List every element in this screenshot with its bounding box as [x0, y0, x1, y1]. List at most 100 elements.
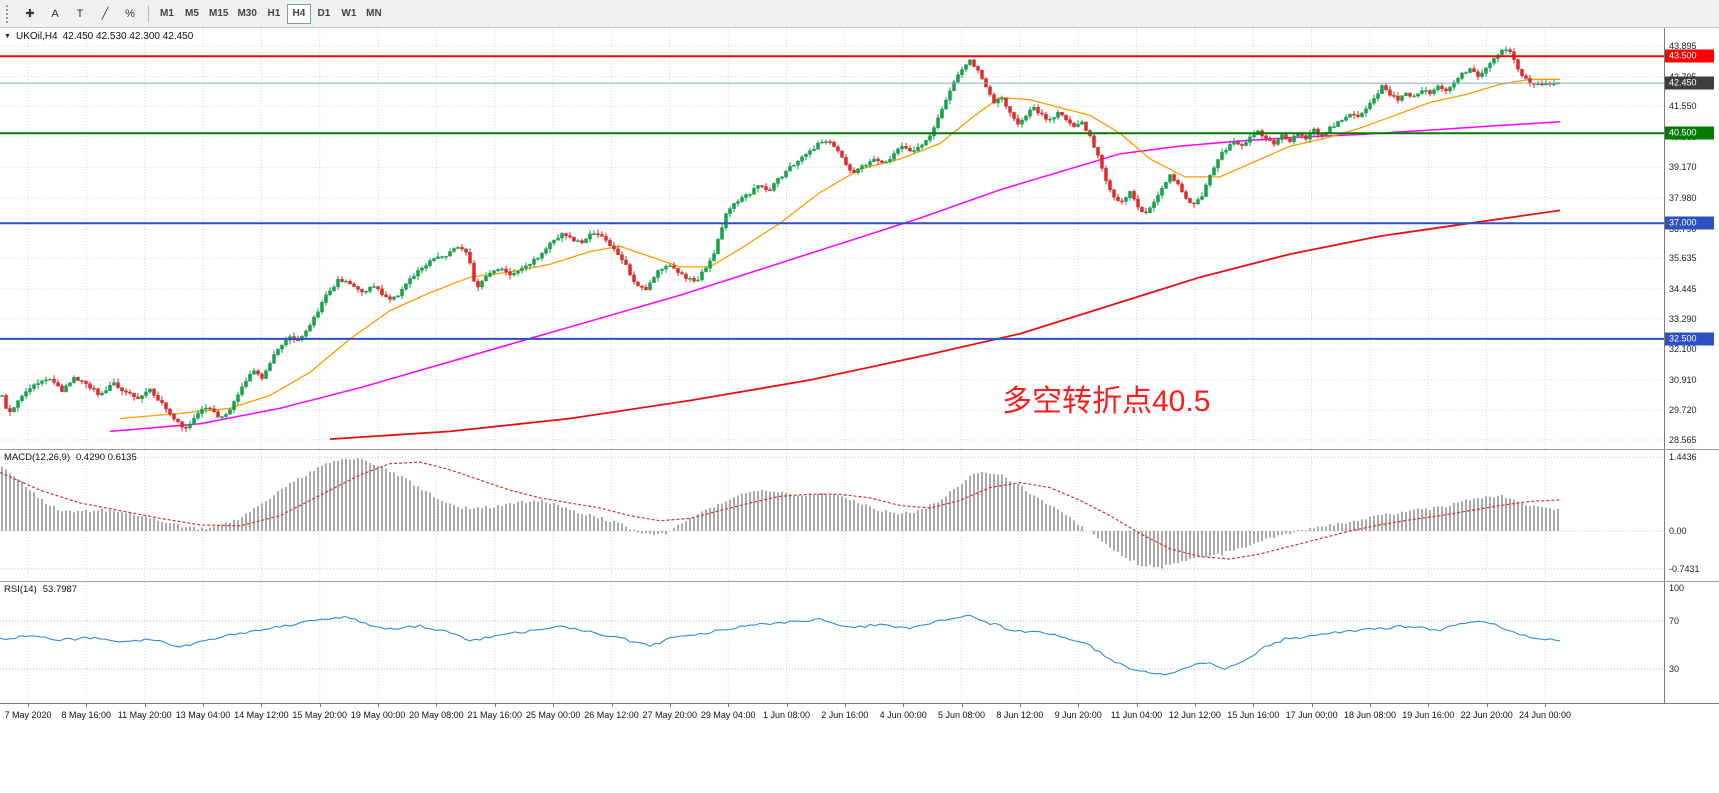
price-axis-label: 39.170: [1669, 162, 1697, 173]
time-axis-tick: [203, 704, 204, 707]
main-price-axis[interactable]: 43.89542.70541.55040.36039.17037.98036.7…: [1664, 28, 1719, 449]
macd-axis-label: 1.4436: [1669, 452, 1697, 463]
rsi-panel: RSI(14) 53.7987 100 70 30: [0, 581, 1719, 703]
price-tag-42.450: 42.450: [1665, 76, 1714, 90]
time-axis-tick: [1545, 704, 1546, 707]
time-axis-label: 19 Jun 16:00: [1402, 710, 1455, 720]
time-axis-tick: [1486, 704, 1488, 707]
main-chart-plot[interactable]: ▼ UKOil,H4 42.450 42.530 42.300 42.450 多…: [0, 28, 1664, 449]
timeframe-button-m1[interactable]: M1: [160, 8, 174, 19]
time-axis-tick: [611, 704, 613, 707]
time-axis-tick: [144, 704, 146, 707]
rsi-plot[interactable]: RSI(14) 53.7987: [0, 582, 1664, 703]
time-axis-label: 12 Jun 12:00: [1168, 710, 1221, 720]
time-axis-tick: [1019, 704, 1021, 707]
time-axis-label: 20 May 08:00: [409, 710, 464, 720]
time-axis-label: 1 Jun 08:00: [762, 710, 811, 720]
time-axis-label: 8 Jun 12:00: [996, 710, 1044, 720]
empty-area: [0, 731, 1719, 793]
timeframe-button-m30[interactable]: M30: [237, 8, 257, 19]
time-axis-label: 14 May 12:00: [234, 710, 289, 720]
main-gridlines: [0, 28, 1664, 449]
time-axis-label: 9 Jun 20:00: [1054, 710, 1102, 720]
time-axis-label: 24 Jun 00:00: [1518, 710, 1572, 720]
timeframe-button-d1[interactable]: D1: [317, 8, 331, 19]
price-axis-label: 29.720: [1669, 405, 1697, 416]
price-axis-label: 28.565: [1669, 435, 1697, 445]
rsi-gridlines: [0, 582, 1664, 703]
time-axis-label: 8 May 16:00: [61, 710, 112, 720]
timeframe-button-m5[interactable]: M5: [185, 8, 199, 19]
price-tag-43.500: 43.500: [1665, 49, 1714, 63]
macd-axis[interactable]: 1.4436 0.00 -0.7431: [1664, 450, 1719, 581]
rsi-axis-label: 30: [1669, 664, 1680, 674]
time-axis-label: 11 May 20:00: [117, 710, 172, 720]
time-axis-label: 4 Jun 00:00: [879, 710, 927, 720]
time-axis-label: 11 Jun 04:00: [1110, 710, 1163, 720]
macd-gridlines: [0, 450, 1664, 581]
time-axis-label: 19 May 00:00: [350, 710, 406, 720]
time-axis-tick: [728, 704, 730, 707]
chart-symbol-period: UKOil,H4: [15, 31, 58, 42]
axis-corner: [1664, 704, 1719, 731]
time-axis-tick: [436, 704, 438, 707]
time-axis-label: 22 Jun 20:00: [1460, 710, 1513, 720]
time-axis-label: 18 Jun 08:00: [1343, 710, 1397, 720]
chart-title: ▼ UKOil,H4 42.450 42.530 42.300 42.450: [4, 31, 193, 42]
timeframe-button-h1[interactable]: H1: [267, 8, 281, 19]
time-axis-label: 15 Jun 16:00: [1227, 710, 1280, 720]
price-tag-32.500: 32.500: [1665, 332, 1714, 346]
drawing-tools-group: ✚ A T ╱%: [18, 3, 142, 25]
time-axis-tick: [903, 704, 905, 707]
timeframe-button-m15[interactable]: M15: [209, 8, 229, 19]
trendline-icon[interactable]: ╱: [101, 8, 109, 20]
macd-axis-label: 0.00: [1669, 526, 1687, 536]
timeframe-button-mn[interactable]: MN: [366, 8, 382, 19]
time-axis-tick: [319, 704, 321, 707]
macd-signal-line: [0, 461, 1561, 560]
rsi-line: [0, 614, 1561, 676]
price-axis-label: 43.895: [1669, 41, 1697, 51]
price-axis-label: 34.445: [1669, 283, 1697, 294]
time-axis-tick: [669, 704, 671, 707]
macd-panel: MACD(12,26,9) 0.4290 0.6135 1.4436 0.00 -0…: [0, 449, 1719, 581]
time-axis-tick: [844, 704, 846, 707]
rsi-svg: [0, 582, 1664, 703]
macd-histogram: [1, 458, 1559, 569]
time-axis-tick: [1253, 704, 1255, 707]
time-axis-tick: [1370, 704, 1371, 707]
candles-layer: [0, 46, 1560, 432]
chart-annotation-text: 多空转折点40.5: [1002, 385, 1211, 418]
time-axis-tick: [261, 704, 263, 707]
time-axis-label: 2 Jun 16:00: [821, 710, 869, 720]
macd-plot[interactable]: MACD(12,26,9) 0.4290 0.6135: [0, 450, 1664, 581]
rsi-axis-label: 70: [1669, 616, 1680, 626]
time-axis-tick: [786, 704, 788, 707]
macd-label: MACD(12,26,9) 0.4290 0.6135: [4, 452, 137, 463]
rsi-axis[interactable]: 100 70 30: [1664, 582, 1719, 703]
crosshair-icon[interactable]: ✚: [25, 8, 35, 20]
time-axis-tick: [28, 704, 29, 707]
fibonacci-icon[interactable]: %: [125, 7, 135, 20]
rsi-indicator-name: RSI(14): [4, 584, 37, 595]
time-axis-tick: [86, 704, 88, 707]
time-axis-label: 29 May 04:00: [700, 710, 756, 720]
timeframe-group: M1 M5 M15 M30 H1 H4 D1 W1 MN: [155, 3, 386, 24]
text-box-icon[interactable]: T: [76, 7, 84, 20]
toolbar: ✚ A T ╱% M1 M5 M15 M30 H1 H4 D1 W1 MN: [0, 0, 1719, 28]
macd-indicator-name: MACD(12,26,9): [4, 452, 70, 463]
macd-indicator-values: 0.4290 0.6135: [76, 452, 137, 463]
toolbar-grip[interactable]: [6, 4, 12, 23]
time-axis-tick: [961, 704, 963, 707]
timeframe-button-w1[interactable]: W1: [341, 8, 357, 19]
time-axis-label: 5 Jun 08:00: [937, 710, 986, 720]
price-tag-40.500: 40.500: [1665, 126, 1714, 140]
macd-axis-label: -0.7431: [1669, 563, 1700, 574]
text-label-icon[interactable]: A: [51, 7, 59, 20]
time-axis-tick: [378, 704, 380, 707]
symbol-dropdown-icon[interactable]: ▼: [4, 33, 11, 40]
time-axis-label: 13 May 04:00: [175, 710, 231, 720]
time-axis[interactable]: 7 May 2020 8 May 16:00 11 May 20:00 13 May …: [0, 704, 1664, 731]
timeframe-button-h4[interactable]: H4: [286, 3, 311, 24]
